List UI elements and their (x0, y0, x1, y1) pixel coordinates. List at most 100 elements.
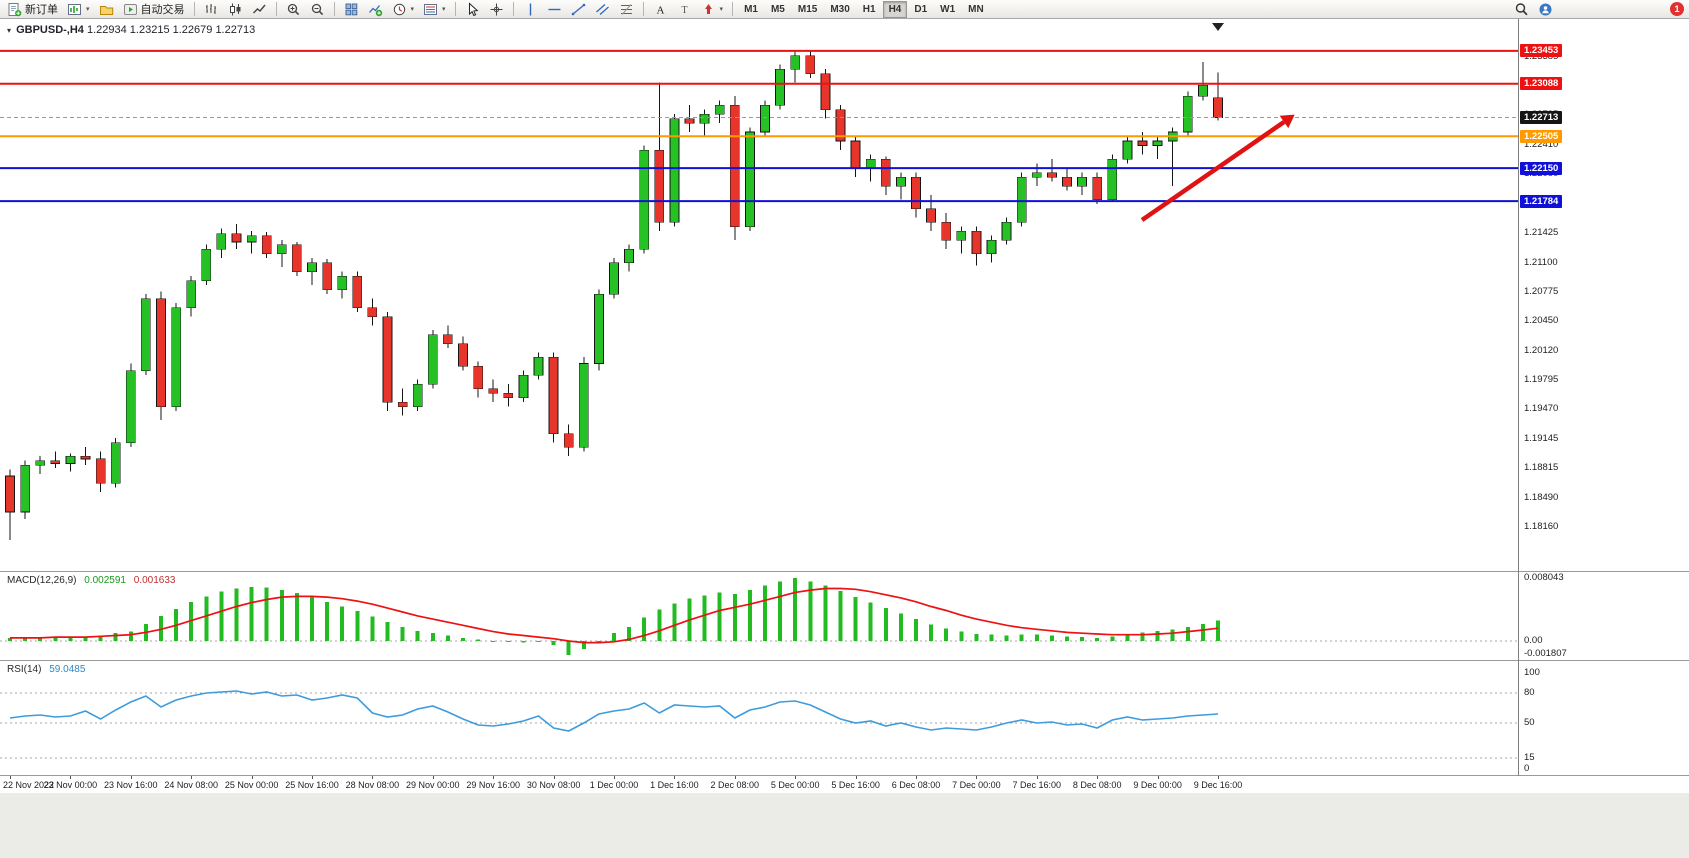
chart-window[interactable]: ▾ GBPUSD-,H4 1.22934 1.23215 1.22679 1.2… (0, 19, 1689, 793)
time-axis-label: 1 Dec 16:00 (650, 780, 699, 790)
candles-layer[interactable] (5, 50, 1223, 540)
main-chart-canvas[interactable] (0, 20, 1518, 571)
time-axis-label: 1 Dec 00:00 (589, 780, 639, 790)
new-chart-button[interactable]: ▾ (63, 1, 94, 18)
arrows-tool-button[interactable]: ▾ (697, 1, 728, 18)
auto-trading-label: 自动交易 (140, 4, 185, 16)
time-axis-tick (1218, 776, 1219, 779)
fibonacci-tool-button[interactable] (615, 1, 638, 18)
text-label-tool-button[interactable]: T (673, 1, 696, 18)
time-axis-label: 25 Nov 16:00 (285, 780, 339, 790)
timeframe-m30-button[interactable]: M30 (824, 1, 855, 18)
toolbar-separator (193, 2, 195, 16)
pane-splitter[interactable] (0, 571, 1689, 572)
notification-badge[interactable]: 1 (1670, 2, 1684, 16)
timeframe-m15-button[interactable]: M15 (792, 1, 823, 18)
price-axis-tick: 1.20775 (1524, 285, 1559, 297)
timeframe-m5-button[interactable]: M5 (765, 1, 791, 18)
new-chart-icon (68, 3, 81, 15)
horizontal-line-icon (548, 8, 561, 10)
pane-splitter[interactable] (0, 660, 1689, 661)
tile-windows-icon (345, 3, 357, 15)
time-axis-tick (372, 776, 374, 779)
time-axis-tick (976, 776, 978, 779)
trend-arrow-head (1279, 114, 1295, 129)
macd-label: MACD(12,26,9) (7, 575, 77, 586)
community-button[interactable] (1534, 1, 1557, 18)
tile-windows-button[interactable] (340, 1, 363, 18)
auto-trading-button[interactable]: 自动交易 (119, 1, 189, 18)
price-axis-tick: 1.20450 (1524, 315, 1559, 327)
zoom-in-button[interactable] (282, 1, 305, 18)
periods-button[interactable]: ▾ (388, 1, 419, 18)
indicators-icon (368, 4, 382, 16)
new-order-button[interactable]: 新订单 (3, 1, 62, 18)
ohlc-values: 1.22934 1.23215 1.22679 1.22713 (86, 24, 256, 36)
trend-arrow[interactable] (1140, 120, 1286, 222)
dropdown-caret: ▾ (410, 6, 415, 13)
macd-indicator-canvas[interactable] (0, 572, 1518, 660)
line-chart-type-button[interactable] (248, 1, 271, 18)
arrow-tool-icon (704, 3, 712, 14)
auto-trading-icon (123, 3, 137, 15)
vertical-line-tool-button[interactable] (519, 1, 542, 18)
timeframe-d1-button[interactable]: D1 (908, 1, 933, 18)
price-axis-tick: 1.20120 (1524, 344, 1559, 356)
text-label-icon: T (681, 5, 687, 16)
timeframe-h4-button[interactable]: H4 (882, 0, 908, 18)
price-line-label: 1.22505 (1520, 129, 1563, 143)
fibonacci-icon (620, 3, 632, 15)
trendline-tool-button[interactable] (567, 1, 590, 18)
text-tool-button[interactable]: A (649, 1, 672, 18)
bar-chart-icon (205, 3, 216, 14)
search-icon (1515, 2, 1528, 15)
price-line-label: 1.22150 (1520, 161, 1563, 175)
time-axis-label: 25 Nov 00:00 (224, 780, 279, 790)
time-axis-tick (674, 776, 676, 779)
time-axis-tick (432, 776, 434, 779)
channel-tool-button[interactable] (591, 1, 614, 18)
templates-button[interactable]: ▾ (419, 1, 450, 18)
profiles-button[interactable] (95, 1, 118, 18)
time-axis[interactable]: 22 Nov 2022 23 Nov 00:00 23 Nov 16:00 24 No… (0, 776, 1689, 793)
macd-axis-tick: -0.001807 (1524, 648, 1567, 659)
price-axis-tick: 1.22410 (1524, 138, 1559, 150)
dropdown-caret: ▾ (86, 6, 90, 13)
horizontal-line-tool-button[interactable] (543, 1, 566, 18)
time-axis-tick (734, 776, 736, 779)
timeframe-w1-button[interactable]: W1 (934, 1, 961, 18)
chart-shift-marker[interactable] (1212, 23, 1224, 31)
toolbar-separator (454, 2, 456, 16)
time-axis-label: 9 Dec 16:00 (1193, 780, 1243, 790)
chart-menu-icon[interactable]: ▾ (7, 26, 12, 35)
time-axis-label: 7 Dec 00:00 (952, 780, 1001, 790)
macd-histogram (8, 578, 1220, 656)
macd-axis: 0.008043 0.00 -0.001807 (1519, 572, 1689, 660)
zoom-out-button[interactable] (306, 1, 329, 18)
rsi-indicator-canvas[interactable] (0, 661, 1518, 775)
bar-chart-type-button[interactable] (200, 1, 223, 18)
indicators-button[interactable] (364, 1, 387, 18)
zoom-in-icon (287, 3, 299, 15)
timeframe-h1-button[interactable]: H1 (857, 1, 882, 18)
candlestick-chart-type-button[interactable] (224, 1, 247, 18)
macd-main-value: 0.002591 (84, 575, 126, 586)
channel-icon (595, 3, 609, 15)
main-price-axis: 1.233851.230601.227351.224101.220801.217… (1519, 20, 1689, 571)
symbol-timeframe-label: GBPUSD-,H4 (16, 24, 84, 36)
toolbar-separator (732, 2, 734, 16)
time-axis-tick (70, 776, 72, 779)
price-axis-tick: 1.19145 (1524, 432, 1559, 444)
status-bar (0, 793, 1689, 858)
community-icon (1539, 3, 1552, 15)
timeframe-mn-button[interactable]: MN (962, 1, 990, 18)
cursor-tool-button[interactable] (461, 1, 484, 18)
rsi-title: RSI(14) 59.0485 (7, 664, 85, 675)
timeframe-m1-button[interactable]: M1 (738, 1, 764, 18)
price-axis[interactable]: 1.233851.230601.227351.224101.220801.217… (1518, 19, 1689, 776)
search-button[interactable] (1510, 1, 1533, 18)
crosshair-tool-button[interactable] (485, 1, 508, 18)
time-axis-label: 29 Nov 00:00 (406, 780, 460, 790)
trendline-icon (571, 3, 585, 15)
time-axis-label: 5 Dec 00:00 (770, 780, 820, 790)
